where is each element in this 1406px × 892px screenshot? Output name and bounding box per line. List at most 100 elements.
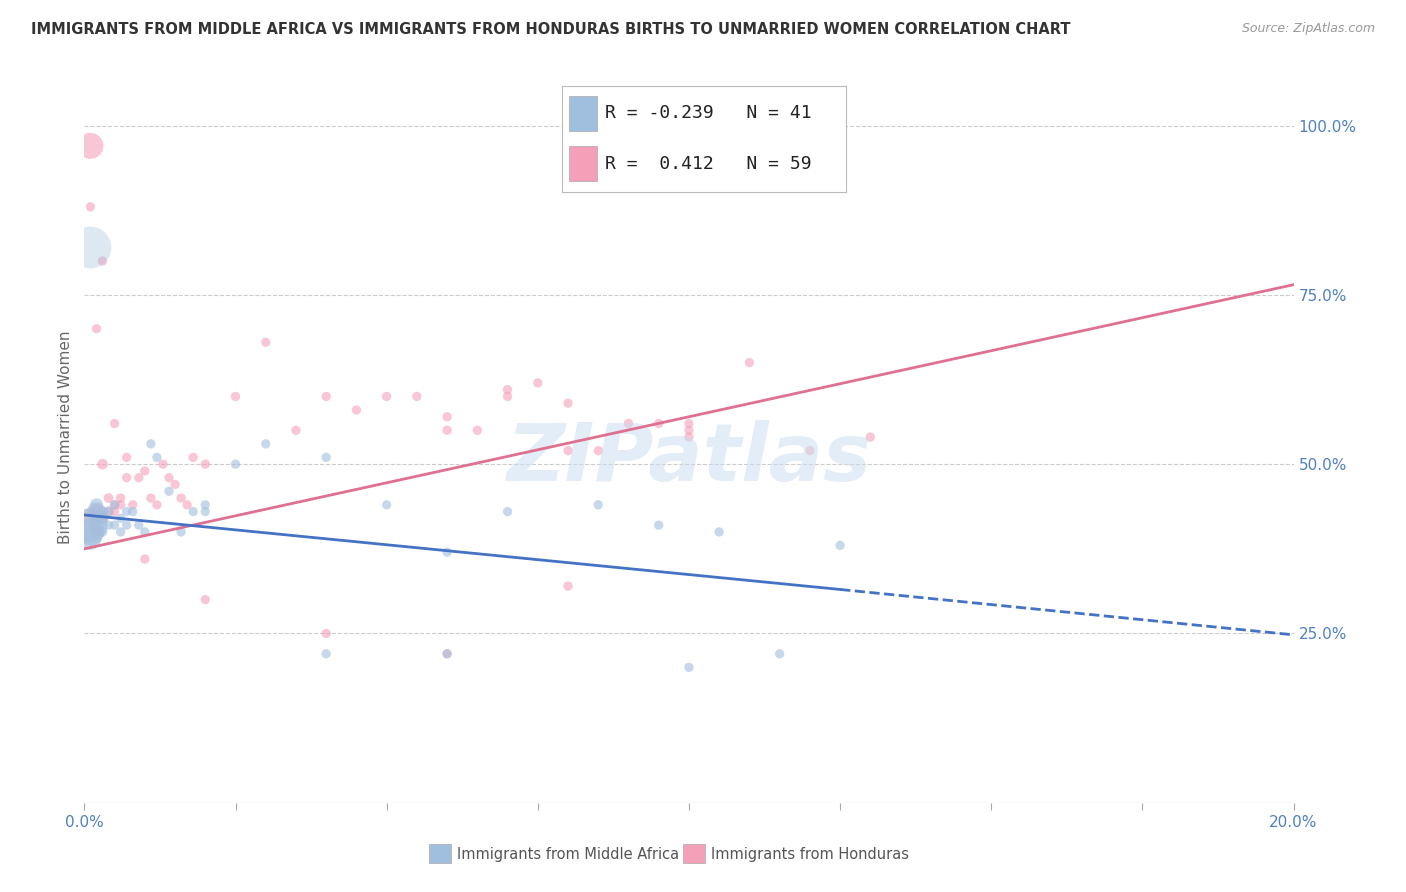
Point bbox=[588, 498, 610, 512]
Point bbox=[115, 518, 138, 533]
Text: ZIPatlas: ZIPatlas bbox=[506, 420, 872, 498]
Point bbox=[181, 450, 204, 465]
Point bbox=[134, 552, 156, 566]
Point bbox=[496, 383, 519, 397]
Point bbox=[557, 579, 579, 593]
Text: Source: ZipAtlas.com: Source: ZipAtlas.com bbox=[1241, 22, 1375, 36]
Point bbox=[97, 491, 120, 505]
Point bbox=[588, 443, 610, 458]
Point bbox=[110, 498, 132, 512]
Point bbox=[165, 477, 187, 491]
Point bbox=[799, 443, 821, 458]
Point bbox=[176, 498, 198, 512]
Point bbox=[170, 491, 193, 505]
Point bbox=[79, 240, 101, 254]
Point bbox=[79, 139, 101, 153]
Point bbox=[678, 417, 700, 431]
Point bbox=[121, 505, 143, 519]
Point bbox=[436, 545, 458, 559]
Point bbox=[91, 505, 114, 519]
Point bbox=[617, 417, 640, 431]
Point bbox=[134, 524, 156, 539]
Point bbox=[115, 471, 138, 485]
Point bbox=[86, 505, 108, 519]
Point bbox=[678, 430, 700, 444]
Point bbox=[104, 505, 127, 519]
Point bbox=[769, 647, 792, 661]
Point bbox=[115, 450, 138, 465]
Point bbox=[678, 423, 700, 437]
Point bbox=[146, 450, 169, 465]
Point bbox=[527, 376, 550, 390]
Point bbox=[467, 423, 489, 437]
Point bbox=[496, 389, 519, 403]
Point bbox=[79, 511, 101, 525]
Point bbox=[86, 524, 108, 539]
Point bbox=[146, 498, 169, 512]
Point bbox=[79, 518, 101, 533]
Point bbox=[315, 647, 337, 661]
Point bbox=[104, 518, 127, 533]
Text: Immigrants from Honduras: Immigrants from Honduras bbox=[710, 847, 908, 862]
Point bbox=[859, 430, 882, 444]
Point bbox=[346, 403, 368, 417]
Point bbox=[110, 491, 132, 505]
Point bbox=[139, 437, 162, 451]
Point bbox=[375, 389, 398, 403]
Point bbox=[128, 471, 150, 485]
Point bbox=[254, 335, 277, 350]
Point bbox=[104, 498, 127, 512]
Point bbox=[128, 518, 150, 533]
Point bbox=[436, 409, 458, 424]
Point bbox=[225, 457, 247, 471]
Point bbox=[86, 322, 108, 336]
Point bbox=[194, 457, 217, 471]
Point bbox=[709, 524, 731, 539]
Point bbox=[830, 538, 852, 552]
Point bbox=[496, 505, 519, 519]
Point bbox=[110, 511, 132, 525]
Point bbox=[121, 498, 143, 512]
Point bbox=[194, 505, 217, 519]
Point bbox=[678, 660, 700, 674]
Point bbox=[375, 498, 398, 512]
Point bbox=[97, 518, 120, 533]
FancyBboxPatch shape bbox=[683, 845, 704, 863]
Point bbox=[315, 450, 337, 465]
Point bbox=[170, 524, 193, 539]
Point bbox=[79, 524, 101, 539]
Point bbox=[406, 389, 429, 403]
Point bbox=[86, 518, 108, 533]
Point bbox=[91, 511, 114, 525]
Point bbox=[79, 200, 101, 214]
Point bbox=[91, 511, 114, 525]
Point bbox=[181, 505, 204, 519]
Point bbox=[738, 355, 761, 369]
Point bbox=[115, 505, 138, 519]
Point bbox=[436, 423, 458, 437]
Point bbox=[97, 505, 120, 519]
Point bbox=[254, 437, 277, 451]
Point bbox=[152, 457, 174, 471]
Point bbox=[285, 423, 308, 437]
Point bbox=[648, 518, 671, 533]
Point bbox=[104, 417, 127, 431]
Y-axis label: Births to Unmarried Women: Births to Unmarried Women bbox=[58, 330, 73, 544]
Point bbox=[648, 417, 671, 431]
Point bbox=[225, 389, 247, 403]
Point bbox=[157, 484, 180, 499]
Point bbox=[139, 491, 162, 505]
Point bbox=[194, 592, 217, 607]
Point bbox=[134, 464, 156, 478]
Point bbox=[557, 396, 579, 410]
Text: Immigrants from Middle Africa: Immigrants from Middle Africa bbox=[457, 847, 679, 862]
Point bbox=[194, 498, 217, 512]
Point bbox=[91, 254, 114, 268]
Point bbox=[91, 457, 114, 471]
Point bbox=[436, 647, 458, 661]
Point bbox=[79, 532, 101, 546]
Point bbox=[157, 471, 180, 485]
Point bbox=[436, 647, 458, 661]
Text: IMMIGRANTS FROM MIDDLE AFRICA VS IMMIGRANTS FROM HONDURAS BIRTHS TO UNMARRIED WO: IMMIGRANTS FROM MIDDLE AFRICA VS IMMIGRA… bbox=[31, 22, 1070, 37]
Point bbox=[91, 524, 114, 539]
